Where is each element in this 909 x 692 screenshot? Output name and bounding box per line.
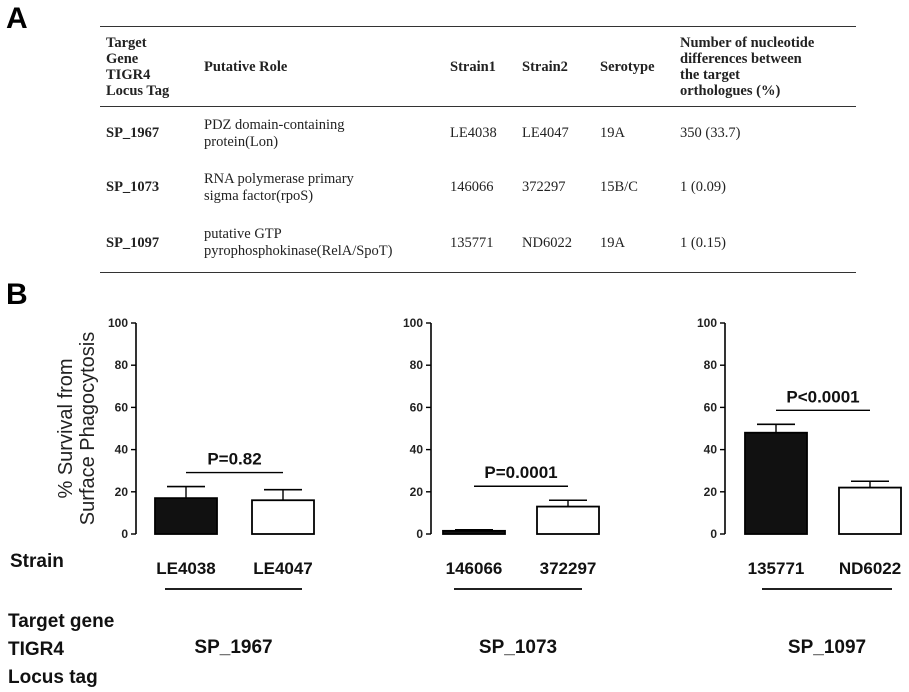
row-differences: 1 (0.09) [680, 179, 726, 195]
strain-category-label: LE4047 [253, 559, 313, 578]
y-tick-label: 60 [115, 400, 129, 414]
header-putative-role: Putative Role [204, 58, 288, 75]
y-tick-label: 100 [108, 316, 128, 330]
bar [838, 486, 902, 535]
row-tag: SP_1967 [106, 125, 160, 142]
y-tick-label: 40 [115, 443, 129, 457]
row-tag: SP_1073 [106, 179, 160, 195]
row-differences: 1 (0.15) [680, 234, 726, 251]
strain-category-label: 135771 [748, 559, 805, 578]
bar [442, 529, 506, 535]
y-axis-label-line: Surface Phagocytosis [77, 332, 99, 525]
bar [154, 497, 218, 535]
panel-letter-a: A [6, 2, 28, 35]
row-role: RNA polymerase primary sigma factor(rpoS) [204, 170, 354, 204]
table-row: SP_1073 RNA polymerase primary sigma fact… [100, 161, 856, 215]
y-tick-label: 80 [115, 358, 129, 372]
y-axis-label-line: % Survival from [55, 358, 77, 498]
panel-letter-b: B [6, 278, 28, 311]
row-strain1: 135771 [450, 234, 494, 251]
strain-category-label: 372297 [540, 559, 597, 578]
y-tick-label: 0 [710, 527, 717, 541]
y-tick-label: 20 [115, 485, 129, 499]
y-axis-label: % Survival fromSurface Phagocytosis [55, 332, 99, 525]
y-tick-label: 0 [416, 527, 423, 541]
row-serotype: 15B/C [600, 179, 638, 195]
gene-locus-label: SP_1967 [194, 637, 272, 658]
y-tick-label: 80 [410, 358, 424, 372]
row-role: PDZ domain-containing protein(Lon) [204, 116, 345, 150]
bar [744, 431, 808, 535]
table-header-row: Target Gene TIGR4 Locus Tag Putative Rol… [100, 26, 856, 107]
gene-locus-label: SP_1097 [788, 637, 866, 658]
y-tick-label: 20 [410, 485, 424, 499]
y-tick-label: 60 [410, 400, 424, 414]
header-target-gene: Target Gene TIGR4 Locus Tag [106, 34, 170, 99]
row-strain1: 146066 [450, 179, 494, 195]
row-serotype: 19A [600, 125, 625, 142]
header-strain1: Strain1 [450, 58, 496, 75]
row-tag: SP_1097 [106, 234, 160, 251]
bar [251, 499, 315, 535]
y-tick-label: 80 [704, 358, 718, 372]
gene-table: Target Gene TIGR4 Locus Tag Putative Rol… [100, 26, 856, 273]
row-strain2: ND6022 [522, 234, 572, 251]
header-serotype: Serotype [600, 58, 655, 75]
strain-label: Strain [10, 551, 64, 572]
row-strain2: 372297 [522, 179, 566, 195]
table-row: SP_1967 PDZ domain-containing protein(Lon… [100, 107, 856, 161]
p-value-annotation: P=0.0001 [484, 463, 557, 482]
bar [536, 505, 600, 535]
gene-locus-label: SP_1073 [479, 637, 557, 658]
p-value-annotation: P<0.0001 [786, 387, 859, 406]
strain-category-label: 146066 [446, 559, 503, 578]
table-row: SP_1097 putative GTP pyrophosphokinase(Re… [100, 215, 856, 273]
y-tick-label: 100 [697, 316, 717, 330]
y-tick-label: 40 [704, 443, 718, 457]
row-serotype: 19A [600, 234, 625, 251]
y-tick-label: 0 [121, 527, 128, 541]
row-differences: 350 (33.7) [680, 125, 741, 142]
strain-category-label: ND6022 [839, 559, 901, 578]
row-strain2: LE4047 [522, 125, 569, 142]
y-tick-label: 40 [410, 443, 424, 457]
strain-category-label: LE4038 [156, 559, 216, 578]
y-tick-label: 100 [403, 316, 423, 330]
header-differences: Number of nucleotide differences between… [680, 34, 815, 99]
p-value-annotation: P=0.82 [207, 450, 261, 469]
header-strain2: Strain2 [522, 58, 568, 75]
y-tick-label: 20 [704, 485, 718, 499]
row-strain1: LE4038 [450, 125, 497, 142]
target-gene-label: Target gene TIGR4 Locus tag [8, 611, 115, 688]
row-role: putative GTP pyrophosphokinase(RelA/SpoT) [204, 226, 393, 260]
y-tick-label: 60 [704, 400, 718, 414]
